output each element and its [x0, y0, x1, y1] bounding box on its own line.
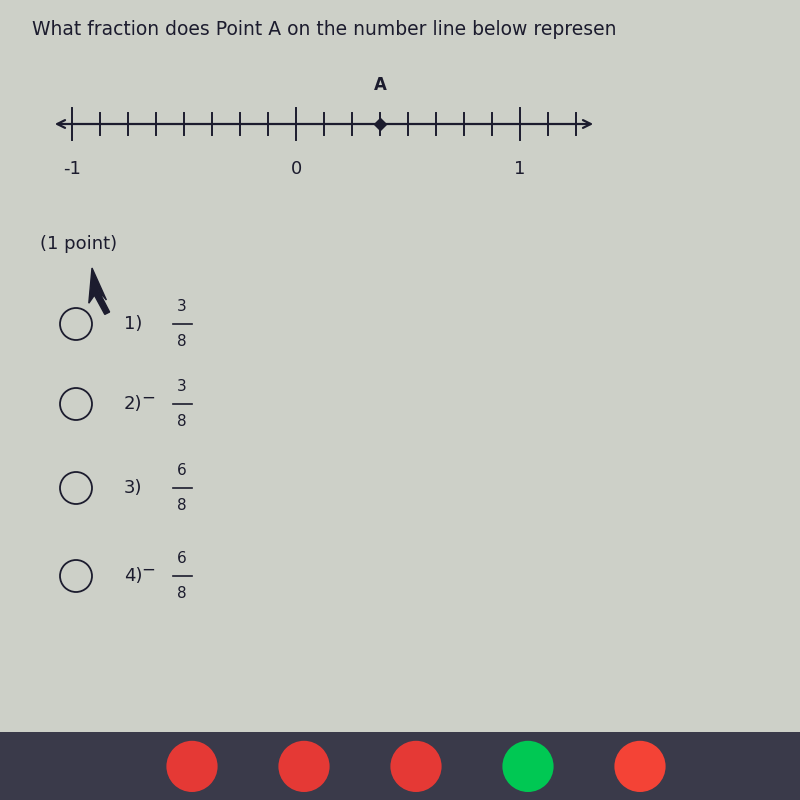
Circle shape [502, 741, 554, 792]
Text: 8: 8 [177, 498, 186, 513]
Polygon shape [89, 268, 110, 314]
Text: 6: 6 [177, 463, 186, 478]
Text: 0: 0 [290, 160, 302, 178]
Text: −: − [141, 389, 155, 406]
Text: 8: 8 [177, 414, 186, 429]
Text: 1): 1) [124, 315, 142, 333]
Text: 8: 8 [177, 334, 186, 349]
Text: 8: 8 [177, 586, 186, 601]
Circle shape [278, 741, 330, 792]
Text: What fraction does Point A on the number line below represen: What fraction does Point A on the number… [32, 20, 617, 39]
Text: 2): 2) [124, 395, 142, 413]
Text: 4): 4) [124, 567, 142, 585]
Text: 1: 1 [514, 160, 526, 178]
Text: 3: 3 [177, 379, 186, 394]
Circle shape [614, 741, 666, 792]
Circle shape [390, 741, 442, 792]
Text: (1 point): (1 point) [40, 235, 117, 253]
Text: −: − [141, 561, 155, 578]
Text: 6: 6 [177, 551, 186, 566]
Text: 3: 3 [177, 299, 186, 314]
Text: A: A [374, 76, 386, 94]
Text: -1: -1 [63, 160, 81, 178]
Text: 3): 3) [124, 479, 142, 497]
Circle shape [166, 741, 218, 792]
Bar [0, 732, 800, 800]
